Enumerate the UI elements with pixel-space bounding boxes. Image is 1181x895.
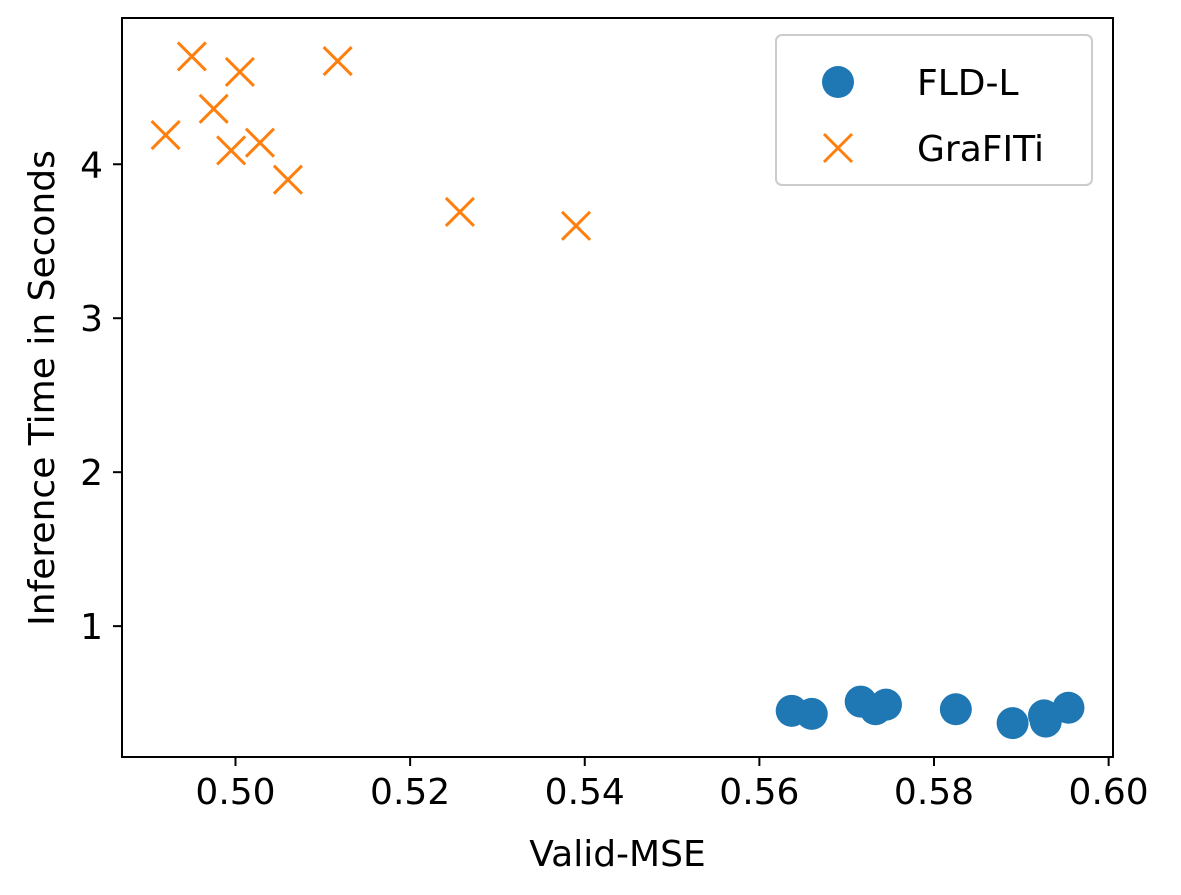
x-tick-label: 0.54 [545, 772, 625, 813]
grafiti-point [150, 119, 181, 151]
legend-label-fld-l: FLD-L [917, 63, 1019, 104]
fld-l-point [996, 707, 1029, 740]
legend-marker-fld-l [822, 66, 854, 98]
grafiti-point [216, 135, 247, 166]
grafiti-point [560, 210, 592, 241]
grafiti-point [224, 56, 255, 87]
fld-l-point [939, 693, 972, 726]
y-tick-label: 1 [80, 607, 103, 648]
legend-box [775, 34, 1093, 186]
plot-marks [150, 41, 1085, 740]
fld-l-point [869, 688, 902, 721]
grafiti-point [244, 127, 276, 158]
fld-l-point [1052, 691, 1085, 724]
legend-label-grafiti: GraFITi [917, 129, 1044, 170]
grafiti-point [176, 41, 207, 72]
y-axis-ticks: 1 2 3 4 [80, 145, 122, 648]
x-tick-label: 0.58 [894, 772, 974, 813]
grafiti-point [322, 46, 353, 77]
plot-frame [121, 17, 1114, 758]
legend: FLD-L GraFITi [775, 34, 1093, 186]
grafiti-point [444, 196, 475, 228]
x-tick-label: 0.52 [370, 772, 450, 813]
x-tick-label: 0.60 [1069, 772, 1149, 813]
y-tick-label: 3 [80, 299, 103, 340]
y-tick-label: 4 [80, 145, 103, 186]
grafiti-point [198, 93, 229, 124]
x-axis-ticks: 0.50 0.52 0.54 0.56 0.58 0.60 [195, 757, 1149, 813]
grafiti-point [272, 164, 303, 195]
legend-marker-grafiti [822, 132, 854, 164]
x-tick-label: 0.50 [195, 772, 275, 813]
fld-l-point [795, 697, 828, 730]
x-axis-label: Valid-MSE [529, 834, 705, 875]
x-tick-label: 0.56 [719, 772, 799, 813]
y-tick-label: 2 [80, 453, 103, 494]
y-axis-label: Inference Time in Seconds [22, 150, 63, 626]
